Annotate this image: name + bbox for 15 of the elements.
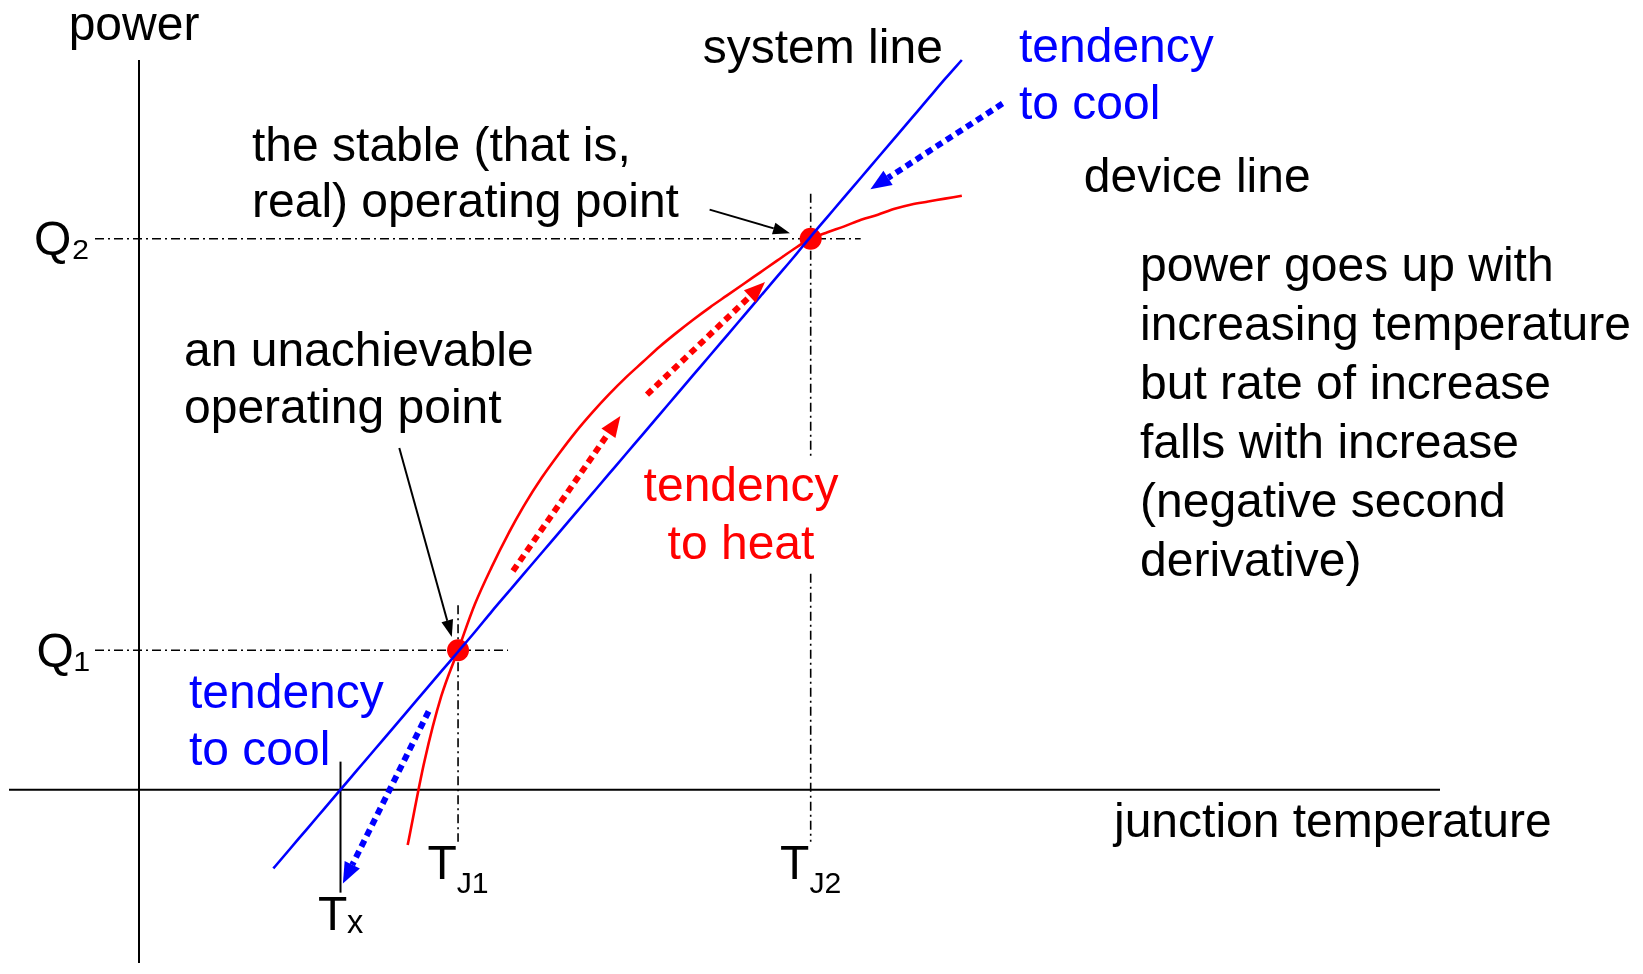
- text: device line: [1083, 148, 1311, 202]
- x-tick-label: T$_{J2}$: [780, 836, 842, 899]
- x-axis-title: junction temperature: [1114, 794, 1552, 847]
- annotation: power goes up with increasing temperature but rate of increase falls with increase (negative second derivative): [1140, 236, 1632, 588]
- ref-line-label: Q₁: [36, 623, 90, 677]
- y-axis-title: power: [68, 0, 200, 51]
- annotation: tendency to cool: [1019, 18, 1215, 132]
- series-label: system line: [702, 19, 943, 73]
- annotation: the stable (that is, real) operating point: [252, 117, 680, 230]
- annotation: tendency to heat: [631, 456, 851, 573]
- annotation: an unachievable operating point: [184, 321, 535, 435]
- ref-line-label: Q₂: [34, 212, 90, 266]
- annotation: tendency to cool: [189, 664, 385, 778]
- x-tick-label: T$_{J1}$: [427, 836, 489, 899]
- x-tick-label: Tₓ: [317, 887, 364, 941]
